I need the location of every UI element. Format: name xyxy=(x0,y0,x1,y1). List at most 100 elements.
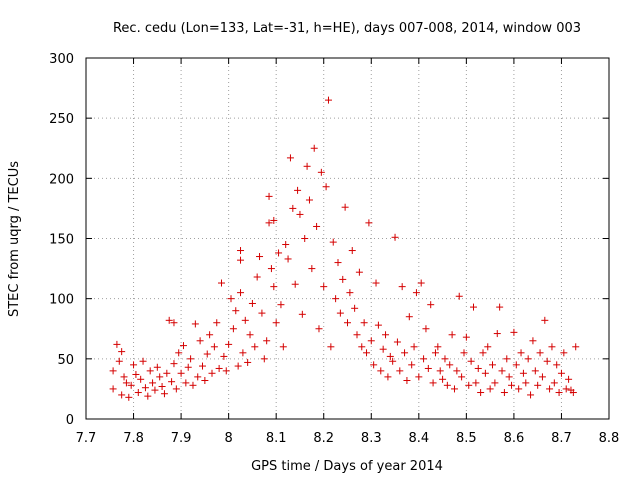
data-point xyxy=(294,186,302,194)
data-point xyxy=(127,381,135,389)
data-point xyxy=(113,340,121,348)
data-point xyxy=(460,349,468,357)
data-point xyxy=(279,343,287,351)
y-tick-label: 0 xyxy=(66,413,74,428)
data-point xyxy=(237,256,245,264)
data-point xyxy=(441,355,449,363)
data-point xyxy=(210,343,218,351)
data-point xyxy=(256,253,264,261)
data-point xyxy=(141,384,149,392)
data-point xyxy=(324,96,332,104)
data-point xyxy=(412,289,420,297)
data-point xyxy=(396,367,404,375)
data-point xyxy=(389,357,397,365)
data-point xyxy=(225,340,233,348)
data-point xyxy=(182,379,190,387)
data-point xyxy=(327,343,335,351)
data-point xyxy=(450,385,458,393)
data-point xyxy=(351,304,359,312)
data-point xyxy=(130,361,138,369)
data-point xyxy=(329,238,337,246)
data-point xyxy=(519,369,527,377)
x-tick-label: 8 xyxy=(224,431,232,446)
data-point xyxy=(289,204,297,212)
data-point xyxy=(341,203,349,211)
x-tick-labels: 7.7 7.8 7.9 8 8.1 8.2 8.3 8.4 8.5 8.6 8.7 8.8 xyxy=(76,431,620,446)
data-point xyxy=(191,320,199,328)
data-point xyxy=(158,383,166,391)
data-point xyxy=(572,343,580,351)
data-point xyxy=(196,337,204,345)
data-point xyxy=(206,331,214,339)
data-point xyxy=(524,355,532,363)
data-point xyxy=(510,328,518,336)
x-tick-label: 7.9 xyxy=(171,431,192,446)
data-point xyxy=(384,373,392,381)
data-point xyxy=(109,385,117,393)
x-tick-label: 8.1 xyxy=(266,431,287,446)
x-tick-label: 7.8 xyxy=(123,431,144,446)
x-tick-label: 8.2 xyxy=(313,431,334,446)
data-point xyxy=(170,319,178,327)
data-point xyxy=(455,292,463,300)
x-tick-label: 8.4 xyxy=(408,431,429,446)
data-point xyxy=(291,280,299,288)
data-point xyxy=(446,361,454,369)
data-point xyxy=(265,219,273,227)
data-point xyxy=(427,301,435,309)
data-point xyxy=(170,360,178,368)
data-point xyxy=(408,361,416,369)
data-point xyxy=(493,330,501,338)
data-point xyxy=(431,349,439,357)
data-point xyxy=(149,379,157,387)
data-point xyxy=(258,309,266,317)
data-point xyxy=(374,321,382,329)
data-point xyxy=(165,316,173,324)
data-point xyxy=(317,168,325,176)
data-point xyxy=(529,337,537,345)
data-point xyxy=(282,241,290,249)
data-point xyxy=(201,376,209,384)
y-tick-label: 100 xyxy=(49,293,74,308)
data-point xyxy=(232,307,240,315)
data-point xyxy=(398,283,406,291)
data-point xyxy=(339,275,347,283)
data-point xyxy=(303,162,311,170)
data-point xyxy=(175,349,183,357)
data-point xyxy=(305,196,313,204)
y-axis-label: STEC from uqrg / TECUs xyxy=(7,161,22,317)
data-point xyxy=(275,249,283,257)
data-point xyxy=(496,303,504,311)
data-point xyxy=(486,385,494,393)
data-point xyxy=(263,337,271,345)
chart-title: Rec. cedu (Lon=133, Lat=-31, h=HE), days… xyxy=(113,21,581,36)
data-point xyxy=(386,352,394,360)
x-axis-label: GPS time / Days of year 2014 xyxy=(251,459,443,474)
y-tick-label: 200 xyxy=(49,172,74,187)
data-point xyxy=(508,381,516,389)
x-tick-label: 7.7 xyxy=(76,431,97,446)
data-point xyxy=(553,361,561,369)
data-point xyxy=(448,331,456,339)
data-point xyxy=(365,219,373,227)
data-point xyxy=(137,375,145,383)
data-point xyxy=(237,247,245,255)
data-point xyxy=(109,367,117,375)
data-point xyxy=(334,259,342,267)
data-point xyxy=(332,295,340,303)
data-point xyxy=(410,343,418,351)
y-tick-label: 150 xyxy=(49,233,74,248)
data-point xyxy=(125,393,133,401)
data-point xyxy=(393,338,401,346)
x-tick-label: 8.7 xyxy=(551,431,572,446)
data-point xyxy=(469,303,477,311)
data-point xyxy=(310,144,318,152)
data-point xyxy=(548,343,556,351)
data-point xyxy=(489,361,497,369)
data-point xyxy=(522,379,530,387)
data-point xyxy=(472,379,480,387)
data-point xyxy=(467,357,475,365)
data-point xyxy=(479,349,487,357)
data-point xyxy=(234,362,242,370)
